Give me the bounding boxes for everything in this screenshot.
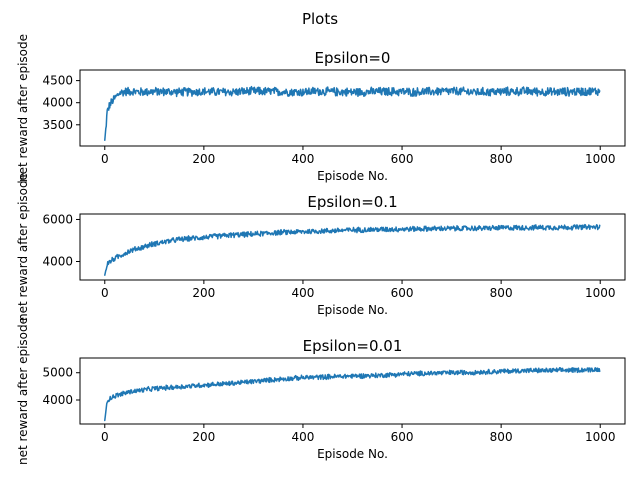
y-axis-label: net reward after episode — [16, 173, 30, 321]
y-axis-label: net reward after episode — [16, 34, 30, 182]
subplot-title: Epsilon=0.01 — [303, 337, 403, 355]
x-tick-label: 1000 — [585, 152, 616, 166]
x-tick-label: 400 — [292, 286, 315, 300]
x-tick-label: 200 — [192, 152, 215, 166]
x-axis-label: Episode No. — [317, 303, 388, 317]
x-axis-label: Episode No. — [317, 169, 388, 183]
plot-frame — [79, 357, 626, 425]
figure-suptitle: Plots — [302, 10, 338, 28]
x-tick-label: 200 — [192, 430, 215, 444]
plot-frame — [79, 69, 626, 147]
x-tick-label: 800 — [490, 152, 513, 166]
x-tick-label: 600 — [391, 286, 414, 300]
subplot-1: Epsilon=0 0 200 400 600 800 1000 3500 4000 4500 Ep… — [16, 34, 626, 183]
y-tick-label: 4000 — [42, 96, 73, 110]
x-tick-label: 800 — [490, 286, 513, 300]
x-tick-label: 0 — [101, 286, 109, 300]
x-tick-label: 600 — [391, 430, 414, 444]
plot-frame — [79, 213, 626, 281]
subplot-2: Epsilon=0.1 0 200 400 600 800 1000 4000 6000 Epis… — [16, 173, 626, 321]
y-tick-label: 3500 — [42, 118, 73, 132]
series-line — [104, 223, 601, 276]
y-tick-label: 5000 — [42, 366, 73, 380]
axes-root: Epsilon=00 200 400 600 800 1000350040004500Ep… — [16, 34, 626, 465]
y-axis-label: net reward after episode — [16, 317, 30, 465]
x-tick-label: 1000 — [585, 286, 616, 300]
x-tick-label: 1000 — [585, 430, 616, 444]
y-tick-label: 4000 — [42, 255, 73, 269]
subplot-title: Epsilon=0.1 — [307, 193, 397, 211]
x-tick-label: 600 — [391, 152, 414, 166]
x-tick-label: 200 — [192, 286, 215, 300]
x-tick-label: 400 — [292, 152, 315, 166]
series-line — [104, 367, 601, 422]
y-tick-label: 4000 — [42, 393, 73, 407]
y-tick-label: 4500 — [42, 74, 73, 88]
subplot-3: Epsilon=0.01 0 200 400 600 800 1000 4000 5000 Epi… — [16, 317, 626, 465]
subplot-title: Epsilon=0 — [315, 49, 391, 67]
x-tick-label: 0 — [101, 430, 109, 444]
x-tick-label: 400 — [292, 430, 315, 444]
x-axis-label: Episode No. — [317, 447, 388, 461]
x-tick-label: 0 — [101, 152, 109, 166]
series-line — [104, 85, 601, 142]
x-tick-label: 800 — [490, 430, 513, 444]
y-tick-label: 6000 — [42, 212, 73, 226]
